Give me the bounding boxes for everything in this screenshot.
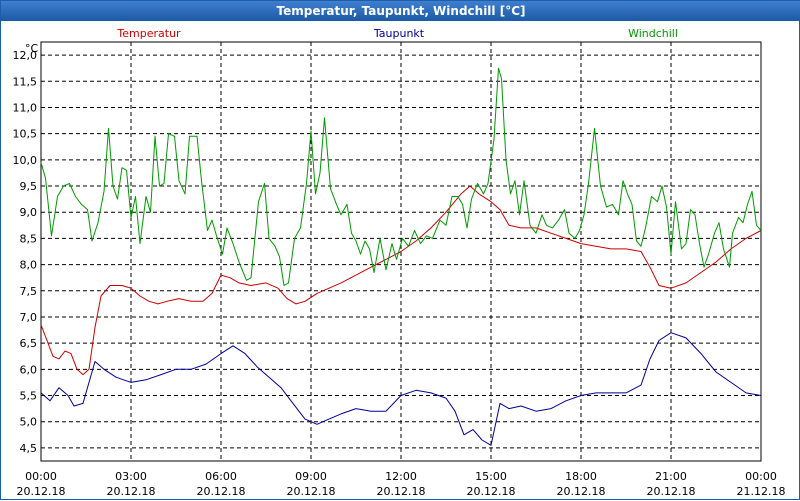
y-axis-unit-label: °C [25, 42, 39, 55]
x-tick-time-label: 15:00 [475, 470, 507, 483]
y-tick-label: 7,5 [20, 285, 38, 298]
x-tick-date-label: 21.12.18 [737, 485, 786, 498]
y-tick-label: 6,5 [20, 337, 38, 350]
x-tick-time-label: 12:00 [385, 470, 417, 483]
y-tick-label: 9,0 [20, 206, 38, 219]
legend-windchill: Windchill [628, 27, 678, 40]
x-tick-time-label: 06:00 [205, 470, 237, 483]
y-tick-label: 12,0 [13, 49, 38, 62]
y-tick-label: 8,0 [20, 259, 38, 272]
y-tick-label: 7,0 [20, 311, 38, 324]
legend-temperatur: Temperatur [116, 27, 181, 40]
y-tick-label: 10,0 [13, 154, 38, 167]
y-tick-label: 11,5 [13, 75, 38, 88]
series-line-taupunkt [40, 332, 762, 446]
x-tick-time-label: 21:00 [655, 470, 687, 483]
x-tick-time-label: 03:00 [115, 470, 147, 483]
x-tick-date-label: 20.12.18 [557, 485, 606, 498]
series-line-windchill [40, 67, 762, 286]
x-tick-date-label: 20.12.18 [107, 485, 156, 498]
x-tick-date-label: 20.12.18 [287, 485, 336, 498]
y-tick-label: 6,0 [20, 363, 38, 376]
x-tick-date-label: 20.12.18 [467, 485, 516, 498]
legend-taupunkt: Taupunkt [373, 27, 425, 40]
x-tick-time-label: 00:00 [25, 470, 57, 483]
x-tick-time-label: 09:00 [295, 470, 327, 483]
y-tick-label: 10,5 [13, 128, 38, 141]
y-tick-label: 5,0 [20, 416, 38, 429]
y-tick-label: 9,5 [20, 180, 38, 193]
y-tick-label: 4,5 [20, 442, 38, 455]
y-tick-label: 8,5 [20, 232, 38, 245]
series-line-temperatur [40, 185, 762, 376]
chart-title: Temperatur, Taupunkt, Windchill [°C] [1, 1, 800, 21]
y-tick-label: 11,0 [13, 101, 38, 114]
y-tick-label: 5,5 [20, 390, 38, 403]
x-tick-date-label: 20.12.18 [17, 485, 66, 498]
x-tick-date-label: 20.12.18 [197, 485, 246, 498]
x-tick-time-label: 00:00 [745, 470, 777, 483]
x-tick-time-label: 18:00 [565, 470, 597, 483]
x-tick-date-label: 20.12.18 [647, 485, 696, 498]
x-tick-date-label: 20.12.18 [377, 485, 426, 498]
